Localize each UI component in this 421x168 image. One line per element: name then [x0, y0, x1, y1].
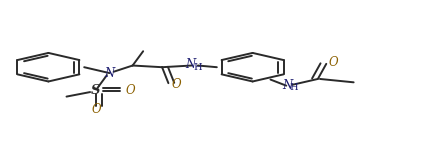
Text: O: O [125, 84, 135, 97]
Text: S: S [91, 84, 101, 97]
Text: O: O [91, 103, 101, 116]
Text: O: O [171, 78, 181, 91]
Text: N: N [104, 67, 115, 80]
Text: N: N [186, 58, 196, 71]
Text: H: H [290, 83, 298, 92]
Text: O: O [329, 56, 338, 69]
Text: H: H [193, 63, 202, 72]
Text: N: N [282, 79, 292, 92]
